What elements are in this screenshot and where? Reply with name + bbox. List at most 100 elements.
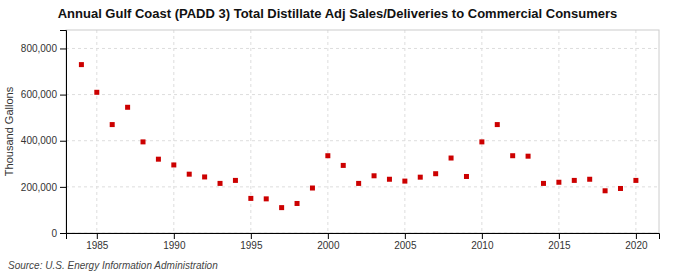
grid-line <box>66 94 659 95</box>
axis-line <box>67 234 660 240</box>
tick-mark <box>328 233 329 239</box>
tick-label: 2015 <box>548 240 571 251</box>
point <box>341 163 346 168</box>
point <box>187 172 192 177</box>
tick-mark <box>60 233 66 234</box>
tick-label: 1990 <box>163 240 186 251</box>
tick-mark <box>60 48 66 49</box>
point <box>110 122 115 127</box>
tick: 2005 <box>394 233 417 251</box>
point <box>218 181 223 186</box>
axis-line <box>60 31 67 234</box>
point <box>141 139 146 144</box>
point <box>418 175 423 180</box>
grid-line <box>173 30 174 233</box>
tick: 600,000 <box>21 89 66 100</box>
point <box>171 162 176 167</box>
grid-line <box>327 30 328 233</box>
tick: 2015 <box>548 233 571 251</box>
tick: 400,000 <box>21 135 66 146</box>
point <box>202 174 207 179</box>
tick-mark <box>60 95 66 96</box>
point <box>479 139 484 144</box>
point <box>618 186 623 191</box>
point <box>279 205 284 210</box>
tick-mark <box>97 233 98 239</box>
grid-line <box>250 30 251 233</box>
tick-label: 2010 <box>471 240 494 251</box>
point <box>356 181 361 186</box>
tick-label: 400,000 <box>21 135 58 146</box>
tick-mark <box>405 233 406 239</box>
point <box>603 188 608 193</box>
x-axis: 1985 1990 1995 2000 2005 2010 2015 2020 <box>67 233 660 251</box>
point <box>556 180 561 185</box>
y-axis: 0 200,000 400,000 600,000 800,000 <box>21 31 67 239</box>
point <box>233 178 238 183</box>
tick: 2000 <box>317 233 340 251</box>
source-note: Source: U.S. Energy Information Administ… <box>8 260 218 271</box>
point <box>325 153 330 158</box>
tick-mark <box>482 233 483 239</box>
point <box>541 181 546 186</box>
tick-mark <box>251 233 252 239</box>
tick-label: 2005 <box>394 240 417 251</box>
point <box>264 196 269 201</box>
tick: 2020 <box>625 233 648 251</box>
tick-label: 800,000 <box>21 43 58 54</box>
tick: 1990 <box>163 233 186 251</box>
point <box>633 178 638 183</box>
grid-line <box>66 186 659 187</box>
point <box>310 186 315 191</box>
grid <box>66 30 659 233</box>
point <box>510 153 515 158</box>
plot-frame <box>66 30 659 233</box>
point <box>387 177 392 182</box>
title: Annual Gulf Coast (PADD 3) Total Distill… <box>58 6 618 21</box>
grid-line <box>635 30 636 233</box>
marks <box>79 62 638 210</box>
tick-label: 1985 <box>86 240 109 251</box>
tick-label: 0 <box>51 228 57 239</box>
chart: 1985 1990 1995 2000 2005 2010 2015 2020 0 200,000… <box>0 0 675 275</box>
grid-line <box>481 30 482 233</box>
point <box>572 178 577 183</box>
tick: 0 <box>51 228 66 239</box>
point <box>372 173 377 178</box>
point <box>464 174 469 179</box>
tick-label: 600,000 <box>21 89 58 100</box>
grid-line <box>66 140 659 141</box>
point <box>125 105 130 110</box>
point <box>495 122 500 127</box>
tick: 2010 <box>471 233 494 251</box>
plot: 1985 1990 1995 2000 2005 2010 2015 2020 0 200,000… <box>21 30 660 251</box>
point <box>587 177 592 182</box>
grid-line <box>66 48 659 49</box>
tick: 1995 <box>240 233 263 251</box>
tick-mark <box>636 233 637 239</box>
tick-mark <box>60 141 66 142</box>
tick: 800,000 <box>21 43 66 54</box>
point <box>295 201 300 206</box>
tick-label: 1995 <box>240 240 263 251</box>
tick-label: 200,000 <box>21 182 58 193</box>
tick-label: 2000 <box>317 240 340 251</box>
point <box>94 90 99 95</box>
point <box>449 156 454 161</box>
point <box>248 196 253 201</box>
y-axis-title: Thousand Gallons <box>3 86 15 176</box>
point <box>156 157 161 162</box>
grid-line <box>96 30 97 233</box>
grid-line <box>404 30 405 233</box>
tick-mark <box>60 187 66 188</box>
point <box>402 179 407 184</box>
tick-mark <box>559 233 560 239</box>
tick-label: 2020 <box>625 240 648 251</box>
grid-line <box>558 30 559 233</box>
tick: 200,000 <box>21 182 66 193</box>
tick-mark <box>174 233 175 239</box>
point <box>433 171 438 176</box>
tick: 1985 <box>86 233 109 251</box>
point <box>526 154 531 159</box>
point <box>79 62 84 67</box>
